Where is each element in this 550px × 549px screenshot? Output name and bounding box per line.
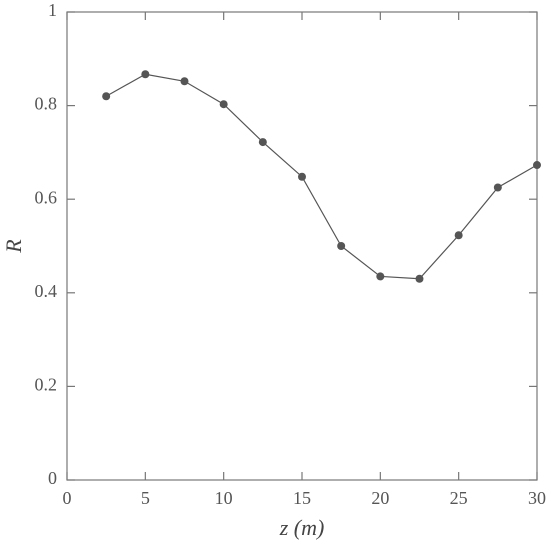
data-point (141, 70, 150, 79)
data-point (415, 274, 424, 283)
x-tick-label: 30 (528, 488, 546, 508)
data-point (219, 100, 228, 109)
data-point (180, 77, 189, 86)
data-point (493, 183, 502, 192)
y-tick-label: 0.2 (35, 375, 58, 395)
plot-frame (66, 11, 538, 481)
y-tick-label: 0 (48, 468, 57, 488)
x-tick-label: 25 (450, 488, 468, 508)
x-tick-label: 15 (293, 488, 311, 508)
x-tick-label: 5 (141, 488, 150, 508)
y-tick-label: 0.8 (35, 94, 58, 114)
data-point (337, 242, 346, 250)
data-point (533, 161, 541, 170)
x-axis-label: z (m) (279, 515, 325, 540)
series-line (105, 73, 538, 280)
data-point (258, 138, 267, 147)
data-point (298, 172, 306, 181)
data-point (376, 272, 385, 281)
y-tick-label: 0.6 (35, 187, 58, 207)
y-axis-label: R (1, 239, 26, 254)
data-point (102, 92, 111, 101)
y-tick-label: 1 (48, 0, 57, 20)
x-tick-label: 10 (215, 488, 233, 508)
data-point (454, 231, 463, 240)
x-tick-label: 20 (371, 488, 389, 508)
x-tick-label: 0 (63, 488, 72, 508)
y-tick-label: 0.4 (35, 281, 58, 301)
